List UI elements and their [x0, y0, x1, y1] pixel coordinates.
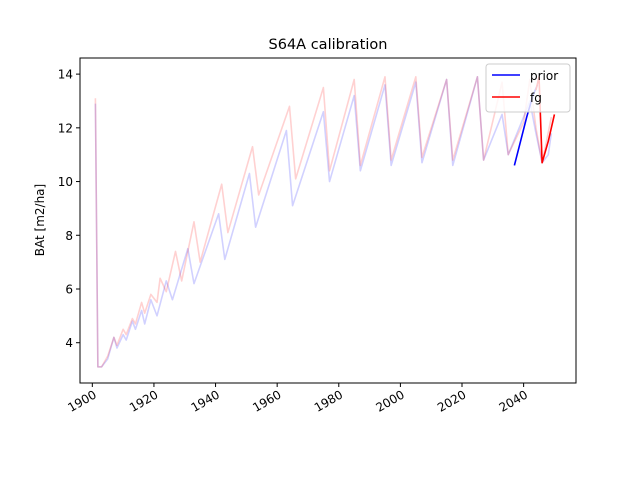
plot-frame [79, 57, 577, 384]
y-tick-label: 10 [58, 175, 73, 189]
legend-label-fg: fg [530, 91, 542, 105]
y-tick-label: 12 [58, 121, 73, 135]
y-tick-label: 14 [58, 68, 73, 82]
y-axis-label: BAt [m2/ha] [33, 184, 47, 256]
y-tick-label: 8 [65, 229, 73, 243]
legend-label-prior: prior [530, 69, 558, 83]
legend-box [485, 63, 571, 113]
series-line-history-1 [94, 76, 553, 368]
series-line-history-0 [94, 76, 553, 368]
y-tick-label: 6 [65, 282, 73, 296]
y-axis: 4 6 8 10 12 14 [58, 68, 80, 350]
legend: prior fg [485, 63, 571, 113]
chart-title: S64A calibration [269, 37, 388, 53]
y-tick-label: 4 [65, 336, 73, 350]
